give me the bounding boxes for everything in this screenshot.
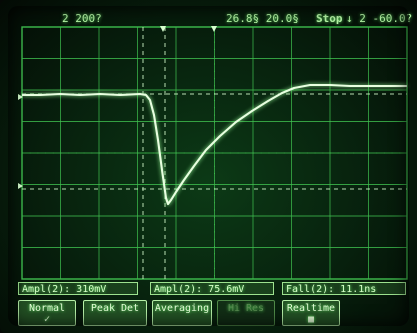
trigger-position-icon	[211, 26, 217, 32]
measurement-ampl-1: Ampl(2): 310mV	[18, 282, 138, 295]
check-icon: ✓	[43, 314, 51, 325]
realtime-indicator-icon: ■	[307, 314, 315, 325]
softkey-hi-res-label: Hi Res	[227, 303, 265, 314]
trigger-level-readout: ↓ 2 -60.0?	[346, 12, 413, 25]
softkey-normal-label: Normal	[28, 303, 66, 314]
measurement-fall: Fall(2): 11.1ns	[282, 282, 406, 295]
acq-mode-hi-res-button[interactable]: Hi Res	[217, 300, 275, 326]
softkey-averaging-label: Averaging	[154, 303, 210, 314]
softkey-realtime-label: Realtime	[286, 303, 336, 314]
acq-mode-peak-det-button[interactable]: Peak Det	[83, 300, 147, 326]
timebase-readout: 26.8§ 20.0§	[226, 12, 299, 25]
measurement-ampl-2: Ampl(2): 75.6mV	[150, 282, 274, 295]
softkey-peak-det-label: Peak Det	[90, 303, 140, 314]
center-axis-ticks	[22, 27, 407, 279]
waveform-trace	[22, 83, 407, 206]
acq-realtime-button[interactable]: Realtime ■	[282, 300, 340, 326]
channel-marker-icon	[18, 183, 23, 189]
run-state-indicator: Stop	[316, 12, 343, 25]
trigger-arrow-icon	[160, 26, 166, 32]
channel-scale-readout: 2 200?	[62, 12, 102, 25]
ground-level-icon	[18, 94, 23, 100]
acq-mode-normal-button[interactable]: Normal ✓	[18, 300, 76, 326]
acq-mode-averaging-button[interactable]: Averaging	[152, 300, 212, 326]
